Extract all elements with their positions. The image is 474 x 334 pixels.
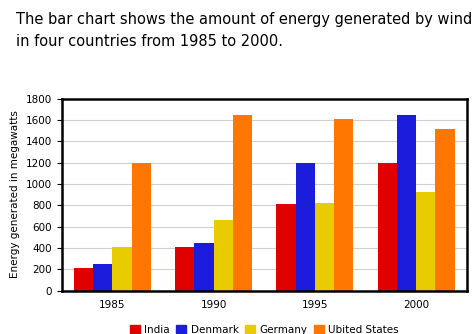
Bar xyxy=(194,242,214,291)
Legend: India, Denmark, Germany, Ubited States: India, Denmark, Germany, Ubited States xyxy=(126,321,403,334)
Bar xyxy=(93,265,112,291)
Bar xyxy=(112,247,131,291)
Bar xyxy=(397,115,416,291)
Bar xyxy=(74,268,93,291)
Bar xyxy=(175,247,194,291)
Bar xyxy=(416,192,436,291)
Bar xyxy=(276,204,296,291)
Bar xyxy=(233,115,252,291)
Bar xyxy=(131,163,151,291)
Bar xyxy=(334,119,354,291)
Bar xyxy=(315,203,334,291)
Bar xyxy=(214,220,233,291)
Text: The bar chart shows the amount of energy generated by wind
in four countries fro: The bar chart shows the amount of energy… xyxy=(17,12,473,49)
Bar xyxy=(296,163,315,291)
Bar xyxy=(436,130,455,291)
Bar xyxy=(378,163,397,291)
Y-axis label: Energy generated in megawatts: Energy generated in megawatts xyxy=(10,111,20,279)
